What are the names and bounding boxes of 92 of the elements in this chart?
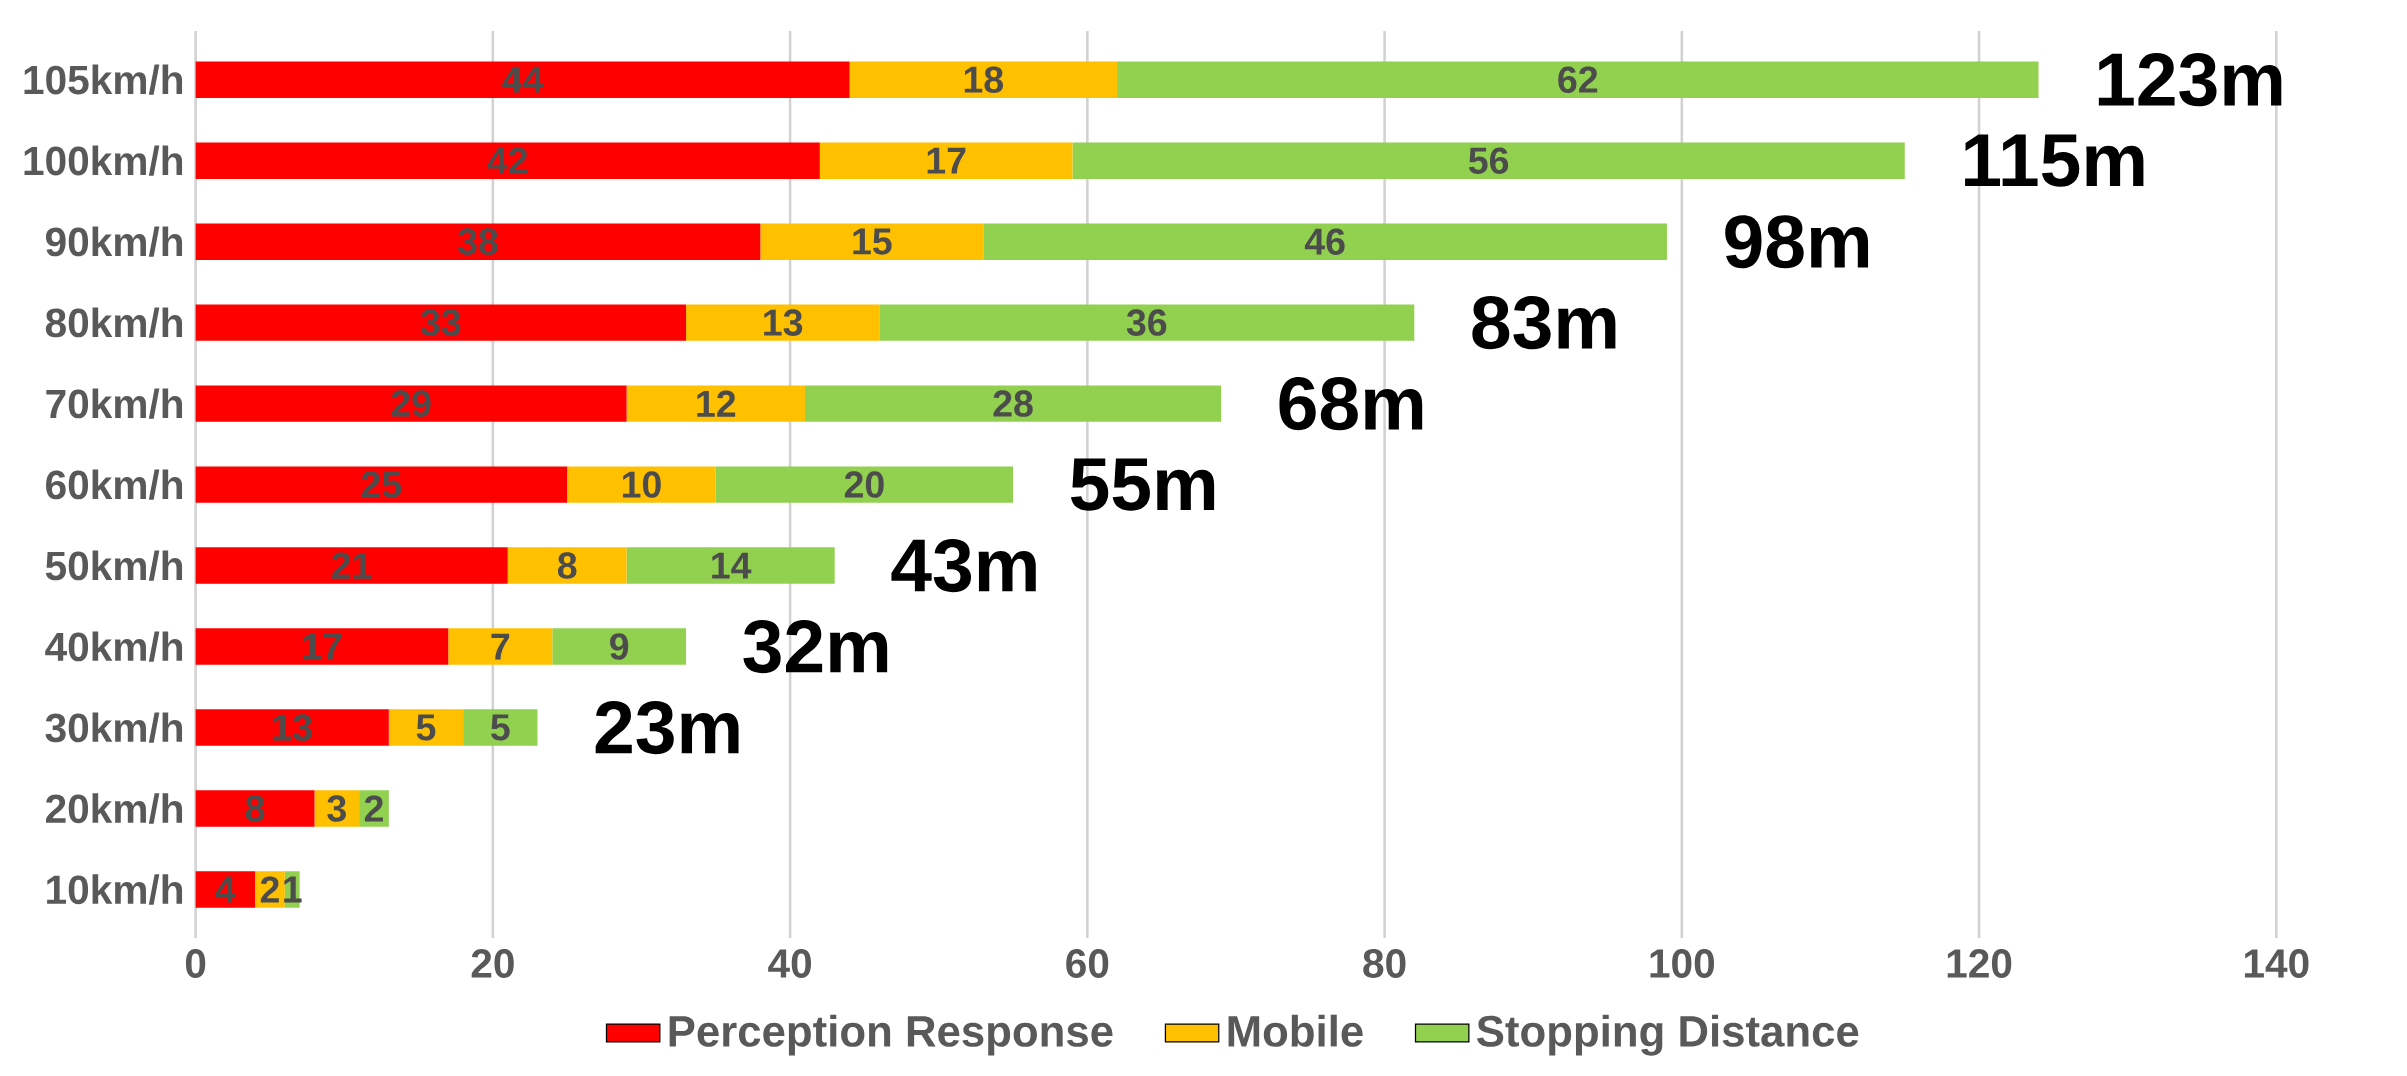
data-label: 38 (458, 228, 498, 256)
bar (463, 709, 538, 746)
data-label: 7 (491, 633, 510, 660)
y-tick-label: 90km/h (45, 226, 183, 257)
x-tick-label: 0 (185, 949, 206, 978)
y-tick-label: 105km/h (24, 64, 183, 95)
data-label: 2 (364, 795, 383, 822)
bar (195, 790, 315, 827)
data-label: 12 (697, 390, 736, 417)
y-tick-label: 60km/h (46, 469, 183, 500)
total-label: 123m (2098, 53, 2282, 107)
data-label: 5 (491, 714, 510, 741)
bar (507, 547, 627, 584)
x-tick-label: 80 (1363, 949, 1406, 978)
x-tick-label: 60 (1066, 949, 1109, 978)
bar (715, 466, 1014, 503)
bar (567, 466, 716, 503)
total-label: 43m (891, 539, 1036, 593)
x-tick-label: 100 (1650, 949, 1715, 978)
data-label: 28 (993, 390, 1033, 417)
y-tick-label: 50km/h (45, 550, 183, 581)
bar (760, 223, 984, 260)
bar (195, 709, 389, 746)
total-label: 83m (1472, 296, 1616, 350)
data-label: 2 (260, 876, 279, 903)
data-label: 33 (420, 309, 461, 336)
bar (195, 466, 568, 503)
data-label: 13 (764, 309, 803, 336)
data-label: 8 (557, 552, 577, 579)
y-tick-label: 80km/h (45, 307, 183, 338)
bar (879, 304, 1415, 341)
bar (849, 61, 1118, 98)
y-tick-label: 10km/h (47, 874, 183, 905)
legend-label: Stopping Distance (1477, 1014, 1859, 1056)
x-tick-label: 140 (2244, 949, 2309, 978)
data-label: 21 (332, 552, 372, 579)
bar (195, 628, 449, 665)
bar (1117, 61, 2039, 98)
data-label: 15 (853, 228, 892, 255)
bar (448, 628, 553, 665)
y-tick-label: 30km/h (45, 712, 183, 743)
bar (819, 142, 1073, 179)
data-label: 29 (391, 390, 431, 417)
data-label: 42 (487, 147, 528, 174)
data-label: 44 (502, 66, 544, 93)
data-label: 56 (1468, 147, 1509, 174)
total-label: 32m (743, 620, 888, 674)
data-label: 25 (361, 471, 402, 498)
data-label: 5 (416, 714, 436, 741)
bar (195, 385, 627, 422)
legend-label: Perception Response (669, 1014, 1113, 1056)
y-tick-label: 40km/h (45, 631, 183, 662)
total-label: 98m (1725, 215, 1869, 269)
data-label: 62 (1558, 66, 1598, 93)
data-label: 4 (215, 876, 236, 903)
bar (195, 223, 761, 260)
bar (195, 61, 850, 98)
data-label: 13 (273, 714, 312, 741)
total-label: 23m (595, 701, 739, 755)
data-label: 14 (712, 552, 752, 579)
legend-label: Mobile (1228, 1014, 1363, 1047)
total-label: 55m (1070, 458, 1215, 511)
bar (552, 628, 687, 665)
data-label: 9 (610, 633, 629, 660)
total-label: 115m (1965, 134, 2144, 187)
data-label: 20 (844, 471, 884, 498)
x-tick-label: 40 (768, 949, 812, 978)
y-tick-label: 100km/h (24, 145, 183, 176)
bar (195, 547, 508, 584)
bar (195, 304, 687, 341)
bar (686, 304, 880, 341)
bar (804, 385, 1222, 422)
data-label: 36 (1126, 309, 1167, 336)
bar (983, 223, 1667, 260)
data-label: 10 (622, 471, 661, 498)
data-label: 8 (245, 795, 265, 822)
data-label: 3 (327, 795, 346, 822)
data-label: 17 (303, 633, 342, 660)
bar (195, 871, 256, 908)
data-label: 46 (1304, 228, 1345, 255)
total-label: 68m (1279, 377, 1423, 431)
bar (626, 385, 805, 422)
bar (626, 547, 835, 584)
y-tick-label: 20km/h (45, 793, 183, 824)
x-tick-label: 120 (1947, 949, 2012, 978)
x-tick-label: 20 (471, 949, 514, 978)
bar (195, 142, 820, 179)
bar (1072, 142, 1905, 179)
y-tick-label: 70km/h (46, 388, 183, 419)
data-label: 17 (927, 147, 966, 174)
bar (388, 709, 464, 746)
data-label: 18 (964, 66, 1004, 93)
